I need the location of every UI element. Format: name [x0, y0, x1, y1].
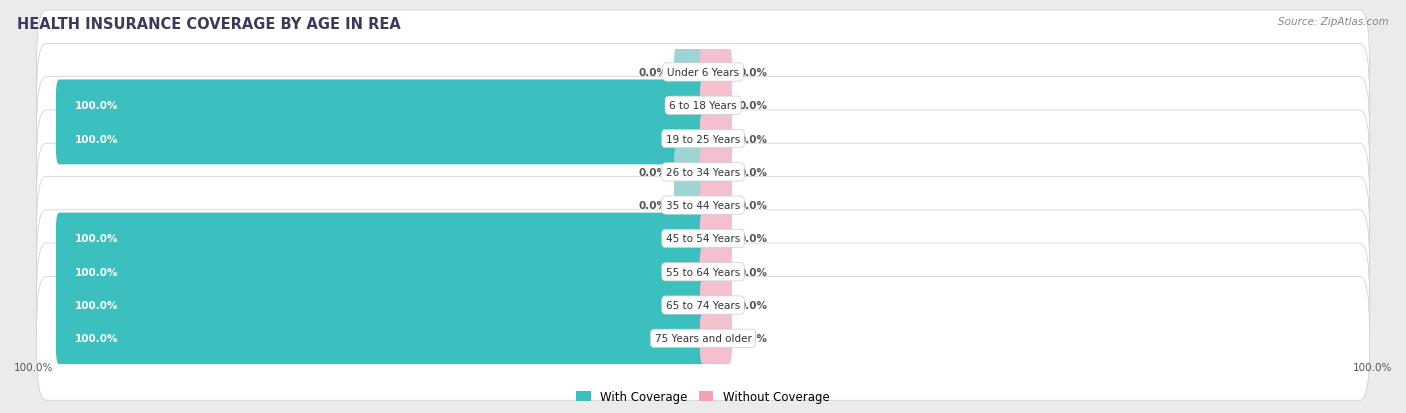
Text: 100.0%: 100.0% [76, 134, 118, 144]
FancyBboxPatch shape [700, 213, 733, 265]
FancyBboxPatch shape [37, 78, 1369, 201]
FancyBboxPatch shape [37, 44, 1369, 168]
FancyBboxPatch shape [56, 313, 706, 364]
FancyBboxPatch shape [673, 180, 706, 231]
Text: 0.0%: 0.0% [738, 68, 768, 78]
Text: 0.0%: 0.0% [738, 167, 768, 178]
Text: 55 to 64 Years: 55 to 64 Years [666, 267, 740, 277]
Text: 0.0%: 0.0% [638, 201, 668, 211]
FancyBboxPatch shape [56, 213, 706, 265]
Text: 0.0%: 0.0% [738, 201, 768, 211]
Text: 45 to 54 Years: 45 to 54 Years [666, 234, 740, 244]
FancyBboxPatch shape [673, 147, 706, 198]
Text: 100.0%: 100.0% [76, 234, 118, 244]
Text: 0.0%: 0.0% [638, 167, 668, 178]
FancyBboxPatch shape [56, 114, 706, 165]
FancyBboxPatch shape [37, 177, 1369, 301]
Text: 100.0%: 100.0% [14, 362, 53, 372]
FancyBboxPatch shape [673, 47, 706, 99]
Text: 0.0%: 0.0% [738, 300, 768, 310]
FancyBboxPatch shape [700, 114, 733, 165]
Text: 100.0%: 100.0% [76, 101, 118, 111]
Text: 65 to 74 Years: 65 to 74 Years [666, 300, 740, 310]
FancyBboxPatch shape [56, 80, 706, 132]
Text: 100.0%: 100.0% [76, 267, 118, 277]
Text: 0.0%: 0.0% [738, 234, 768, 244]
FancyBboxPatch shape [700, 313, 733, 364]
Legend: With Coverage, Without Coverage: With Coverage, Without Coverage [572, 385, 834, 408]
FancyBboxPatch shape [37, 111, 1369, 234]
Text: 35 to 44 Years: 35 to 44 Years [666, 201, 740, 211]
Text: Source: ZipAtlas.com: Source: ZipAtlas.com [1278, 17, 1389, 26]
FancyBboxPatch shape [700, 147, 733, 198]
FancyBboxPatch shape [37, 244, 1369, 367]
Text: 75 Years and older: 75 Years and older [655, 334, 751, 344]
Text: 100.0%: 100.0% [76, 300, 118, 310]
FancyBboxPatch shape [37, 277, 1369, 400]
Text: 26 to 34 Years: 26 to 34 Years [666, 167, 740, 178]
FancyBboxPatch shape [37, 144, 1369, 268]
Text: 100.0%: 100.0% [76, 334, 118, 344]
Text: HEALTH INSURANCE COVERAGE BY AGE IN REA: HEALTH INSURANCE COVERAGE BY AGE IN REA [17, 17, 401, 31]
Text: 0.0%: 0.0% [738, 134, 768, 144]
FancyBboxPatch shape [700, 47, 733, 99]
Text: 19 to 25 Years: 19 to 25 Years [666, 134, 740, 144]
FancyBboxPatch shape [700, 180, 733, 231]
FancyBboxPatch shape [700, 280, 733, 331]
FancyBboxPatch shape [700, 80, 733, 132]
Text: Under 6 Years: Under 6 Years [666, 68, 740, 78]
Text: 0.0%: 0.0% [738, 101, 768, 111]
Text: 100.0%: 100.0% [1353, 362, 1392, 372]
Text: 6 to 18 Years: 6 to 18 Years [669, 101, 737, 111]
Text: 0.0%: 0.0% [738, 267, 768, 277]
FancyBboxPatch shape [56, 246, 706, 298]
Text: 0.0%: 0.0% [638, 68, 668, 78]
FancyBboxPatch shape [700, 246, 733, 298]
Text: 0.0%: 0.0% [738, 334, 768, 344]
FancyBboxPatch shape [37, 210, 1369, 334]
FancyBboxPatch shape [56, 280, 706, 331]
FancyBboxPatch shape [37, 11, 1369, 135]
